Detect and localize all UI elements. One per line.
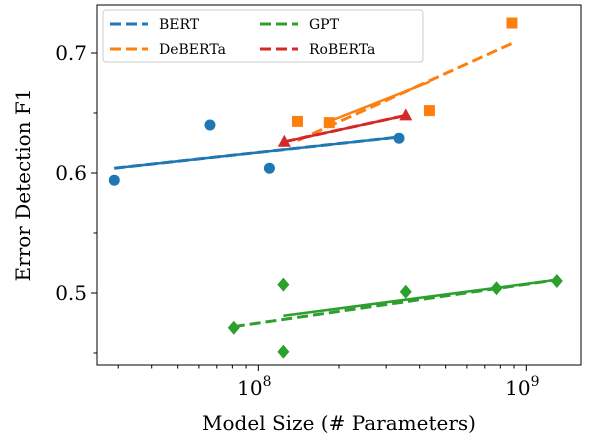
roberta-point — [399, 108, 413, 121]
axis-ticks: 0.5 0.6 0.7 108 109 — [55, 41, 539, 400]
gpt-point — [227, 320, 240, 335]
series-bert — [108, 119, 405, 186]
gpt-point — [490, 281, 503, 296]
bert-point — [263, 162, 275, 174]
series-roberta — [277, 108, 413, 147]
legend: BERT DeBERTa GPT RoBERTa — [102, 9, 424, 63]
deberta-point — [506, 17, 518, 29]
y-tick-label: 0.7 — [55, 41, 87, 65]
series-deberta — [291, 17, 518, 142]
series-gpt — [227, 274, 563, 359]
y-tick-label: 0.5 — [55, 281, 87, 305]
deberta-point — [291, 115, 303, 127]
gpt-trend-solid — [283, 278, 557, 318]
legend-label-roberta: RoBERTa — [309, 42, 375, 58]
y-tick-label: 0.6 — [55, 161, 87, 185]
bert-trend-solid — [114, 135, 400, 170]
deberta-point — [423, 105, 435, 117]
y-axis-label: Error Detection F1 — [11, 89, 35, 282]
roberta-point — [277, 134, 291, 147]
legend-label-gpt: GPT — [309, 17, 340, 33]
x-axis-label: Model Size (# Parameters) — [202, 411, 476, 435]
legend-box — [102, 9, 424, 63]
bert-point — [108, 174, 120, 186]
deberta-point — [323, 117, 335, 129]
bert-point — [204, 119, 216, 131]
legend-label-bert: BERT — [159, 17, 200, 33]
x-tick-label: 108 — [237, 374, 271, 400]
gpt-point — [277, 344, 290, 359]
gpt-point — [399, 284, 412, 299]
gpt-point — [277, 277, 290, 292]
roberta-trend-dashed — [283, 113, 407, 144]
deberta-trend-solid — [328, 80, 430, 123]
x-tick-label: 109 — [505, 374, 539, 400]
bert-point — [393, 132, 405, 144]
legend-label-deberta: DeBERTa — [159, 42, 226, 58]
gpt-point — [550, 274, 563, 288]
plot-marks — [108, 17, 563, 359]
gpt-trend-dashed — [233, 278, 558, 329]
